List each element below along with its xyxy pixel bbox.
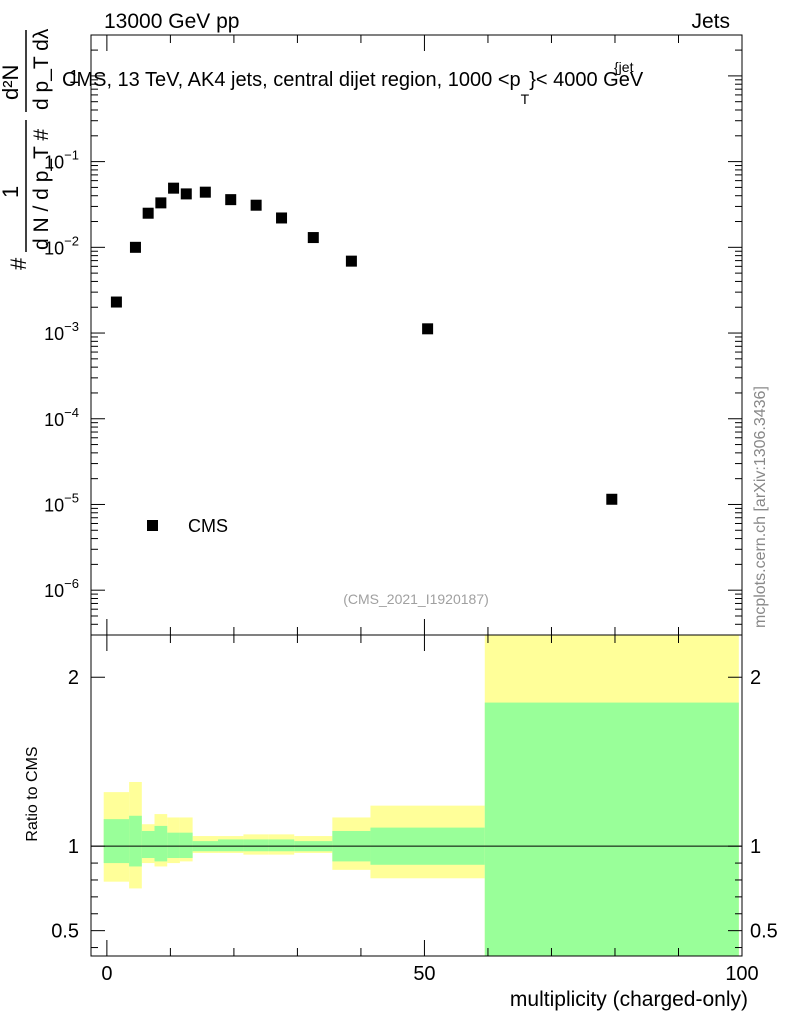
lower-panel: 0.5 0.5 1 1 2 2 0 50 100 Ratio to CMS multiplici…	[24, 634, 778, 1011]
stat-uncertainty-band	[154, 825, 168, 862]
data-point	[155, 197, 167, 209]
title-sup: {jet	[614, 59, 634, 75]
upper-tick-labels: 10−6 10−5 10−4 10−3 10−2 10−1 1	[44, 67, 79, 601]
lower-frame	[90, 634, 743, 957]
ratio-y-tick-label: 1	[68, 836, 79, 858]
data-point	[225, 194, 237, 206]
ratio-y-tick-label-right: 0.5	[750, 921, 778, 943]
ratio-axis-label: Ratio to CMS	[24, 746, 41, 841]
chart-title: CMS, 13 TeV, AK4 jets, central dijet reg…	[62, 69, 644, 107]
header-left: 13000 GeV pp	[104, 10, 239, 33]
y-tick-label: 10−2	[44, 233, 79, 258]
x-axis-label: multiplicity (charged-only)	[510, 988, 748, 1011]
ylabel-frac2-num: d²N	[0, 65, 23, 100]
y-tick-label: 10−3	[44, 319, 79, 344]
ratio-y-tick-label: 2	[68, 667, 79, 689]
y-tick-label: 1	[69, 67, 79, 87]
stat-uncertainty-band	[129, 815, 142, 867]
lower-tick-labels: 0.5 0.5 1 1 2 2 0 50 100	[51, 667, 778, 985]
header-right: Jets	[691, 10, 730, 33]
stat-uncertainty-band	[484, 702, 739, 956]
upper-frame	[90, 34, 743, 636]
data-point	[307, 232, 319, 244]
ylabel-frac-den: d N / d p_T #	[30, 129, 53, 250]
ratio-y-tick-label-right: 1	[750, 836, 761, 858]
stat-uncertainty-band	[141, 830, 155, 859]
title-after: }< 4000 GeV	[529, 69, 644, 91]
data-point	[142, 207, 154, 219]
data-point	[199, 186, 211, 198]
title-before: CMS, 13 TeV, AK4 jets, central dijet reg…	[62, 69, 521, 91]
title-sub: T	[521, 91, 530, 107]
data-points	[110, 182, 618, 505]
x-tick-label: 100	[725, 963, 758, 985]
y-tick-label: 10−1	[44, 148, 79, 173]
stat-uncertainty-band	[103, 819, 130, 864]
ylabel-frac2-den: d p_T dλ	[30, 28, 53, 110]
ylabel-frac-num: 1	[0, 186, 23, 198]
data-point	[180, 188, 192, 200]
data-point	[168, 182, 180, 194]
legend-label: CMS	[188, 516, 228, 536]
data-point	[276, 212, 288, 224]
y-tick-label: 10−6	[44, 576, 79, 601]
y-axis-label: # 1 d N / d p_T # d²N d p_T dλ	[0, 28, 53, 270]
uncertainty-bands	[103, 635, 739, 956]
legend-marker	[147, 520, 158, 531]
stat-uncertainty-band	[268, 839, 295, 852]
upper-panel: 10−6 10−5 10−4 10−3 10−2 10−1 1 CMS, 13 TeV, A…	[44, 34, 743, 636]
stat-uncertainty-band	[243, 839, 269, 852]
y-tick-label: 10−5	[44, 490, 79, 515]
x-tick-label: 50	[413, 963, 435, 985]
data-point	[110, 296, 122, 308]
ylabel-prefix: #	[6, 257, 31, 270]
y-tick-label: 10−4	[44, 405, 79, 430]
x-tick-label: 0	[101, 963, 112, 985]
data-point	[345, 255, 357, 267]
ratio-y-tick-label-right: 2	[750, 667, 761, 689]
stat-uncertainty-band	[218, 839, 244, 852]
source-side-label: mcplots.cern.ch [arXiv:1306.3436]	[752, 386, 769, 628]
data-point	[129, 241, 141, 253]
data-point	[422, 323, 434, 335]
ratio-y-tick-label: 0.5	[51, 921, 79, 943]
stat-uncertainty-band	[167, 832, 180, 859]
analysis-watermark: (CMS_2021_I1920187)	[343, 591, 489, 607]
data-point	[606, 493, 618, 505]
data-point	[250, 199, 262, 211]
lower-axis-ticks	[91, 635, 743, 956]
upper-axis-ticks	[91, 34, 743, 636]
stat-uncertainty-band	[179, 832, 193, 859]
